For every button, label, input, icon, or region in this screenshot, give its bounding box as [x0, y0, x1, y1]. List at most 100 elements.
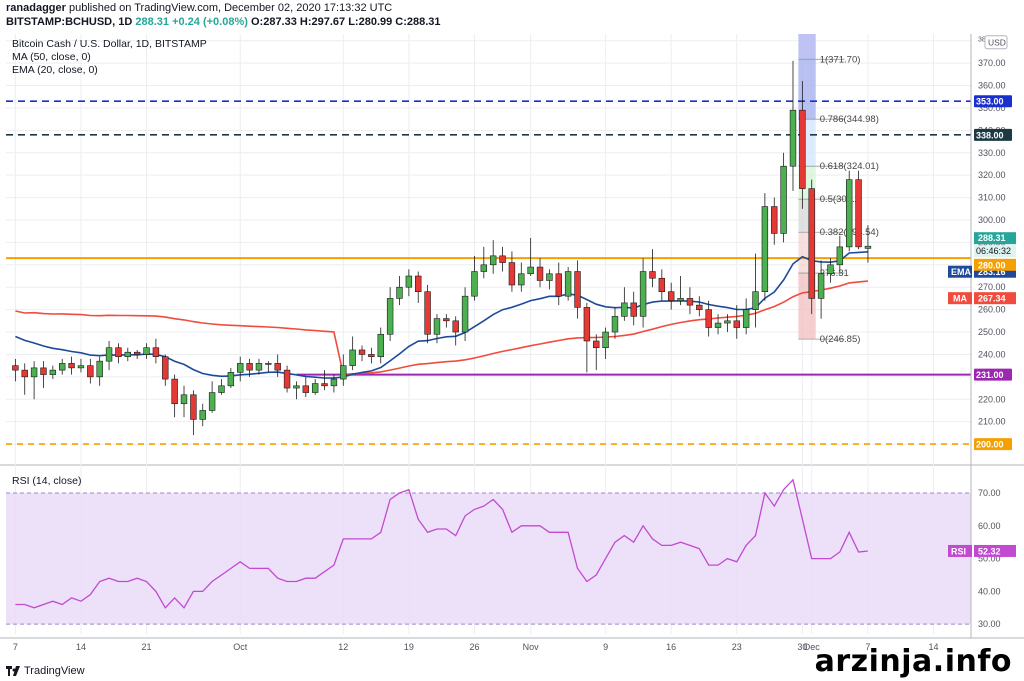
candle-body [593, 340, 600, 349]
candle-body [246, 363, 253, 371]
rsi-line [15, 478, 868, 609]
ma-tag-bg [948, 292, 972, 305]
candles [12, 60, 872, 436]
time-tick-label: 14 [929, 642, 939, 652]
candle-body [124, 351, 132, 357]
candle-body [302, 385, 310, 393]
candle-body [518, 273, 525, 286]
rsi-tick-label: 60.00 [978, 521, 1001, 531]
candle-body [808, 188, 815, 299]
candle-body [864, 245, 872, 249]
legend-ma[interactable]: MA (50, close, 0) [12, 51, 91, 63]
candle-body [527, 266, 534, 275]
candle-body [227, 372, 235, 387]
candle-body [208, 392, 216, 411]
time-tick-label: 23 [732, 642, 742, 652]
rsi-band [6, 492, 971, 625]
candle-body [190, 394, 197, 420]
rsi-tick-label: 30.00 [978, 619, 1001, 629]
price-axis-labels: USD 353.00 338.00 231.00 200.00 288.31 06:46:3… [948, 35, 1016, 557]
price-change: +0.24 (+0.08%) [172, 16, 248, 28]
candle-body [686, 298, 694, 306]
price-tick-label: 250.00 [978, 327, 1006, 337]
ma-tag: MA [953, 294, 967, 304]
candle-body [415, 275, 422, 292]
candle-body [237, 363, 244, 373]
fib-level-label: 0.5(309.2 [820, 194, 860, 205]
candle-body [564, 271, 572, 297]
author-name[interactable]: ranadagger [6, 2, 66, 14]
candle-body [12, 365, 19, 371]
candle-body [377, 333, 384, 357]
price-tick-label: 310.00 [978, 193, 1006, 203]
candle-body [87, 365, 94, 378]
ma-50-line [15, 280, 868, 376]
time-tick-label: 9 [603, 642, 608, 652]
candle-body [827, 264, 834, 275]
candle-body [386, 298, 394, 335]
candle-body [133, 351, 141, 355]
publish-header: ranadagger published on TradingView.com,… [0, 0, 1024, 34]
last-price-bg [974, 232, 1016, 245]
ema-value: 283.16 [978, 267, 1006, 277]
time-tick-label: 7 [13, 642, 18, 652]
candle-body [96, 360, 103, 378]
candle-body [546, 273, 553, 281]
countdown-bg [974, 245, 1016, 258]
candle-body [499, 255, 506, 263]
fib-level-label: 0(246.85) [820, 334, 861, 345]
symbol: BITSTAMP:BCHUSD, 1D [6, 16, 133, 28]
countdown-label: 06:46:32 [976, 246, 1011, 256]
price-pane [0, 34, 971, 462]
legend-ema[interactable]: EMA (20, close, 0) [12, 64, 98, 76]
price-tick-label: 270.00 [978, 282, 1006, 292]
rsi-value: 52.32 [978, 546, 1001, 556]
candle-body [583, 307, 591, 342]
time-tick-label: 7 [865, 642, 870, 652]
tradingview-logo-icon [6, 666, 20, 676]
rsi-tick-label: 50.00 [978, 554, 1001, 564]
publish-info: published on TradingView.com, December 0… [68, 2, 393, 14]
level-338-label: 338.00 [976, 130, 1004, 140]
level-338-label-bg [974, 128, 1012, 141]
candle-body [349, 349, 356, 366]
candle-body [405, 275, 413, 288]
candle-body [536, 266, 544, 281]
legend-title: Bitcoin Cash / U.S. Dollar, 1D, BITSTAMP [12, 38, 207, 50]
candle-body [855, 179, 862, 248]
chart-legend: Bitcoin Cash / U.S. Dollar, 1D, BITSTAMP… [12, 38, 207, 77]
candle-body [705, 309, 712, 328]
candle-body [658, 277, 666, 292]
ema-tag: EMA [951, 267, 972, 277]
candle-body [480, 264, 488, 272]
candle-body [77, 365, 85, 369]
price-tick-label: 320.00 [978, 170, 1006, 180]
footer: TradingView [6, 665, 85, 677]
candle-body [630, 302, 637, 317]
fib-level-label: 0.618(324.01) [820, 161, 879, 172]
candle-body [358, 349, 366, 355]
price-tick-label: 210.00 [978, 417, 1006, 427]
candle-body [602, 331, 609, 349]
time-tick-label: Dec [804, 642, 821, 652]
price-tick-label: 370.00 [978, 58, 1006, 68]
candle-body [639, 271, 647, 317]
rsi-legend[interactable]: RSI (14, close) [12, 475, 82, 487]
candle-body [115, 347, 122, 357]
last-price-label: 288.31 [978, 233, 1006, 243]
rsi-band-fill [6, 492, 971, 625]
candle-body [461, 295, 469, 333]
candle-body [443, 318, 450, 322]
candle-body [180, 394, 188, 405]
candle-body [799, 109, 806, 189]
candle-body [162, 356, 169, 380]
candle-body [771, 206, 778, 234]
price-tick-label: 240.00 [978, 349, 1006, 359]
fib-level-label: 276.31 [820, 268, 849, 279]
candle-body [30, 367, 38, 378]
candle-body [677, 298, 684, 301]
price-tick-label: 350.00 [978, 103, 1006, 113]
candle-body [293, 385, 300, 389]
candle-body [733, 320, 740, 328]
